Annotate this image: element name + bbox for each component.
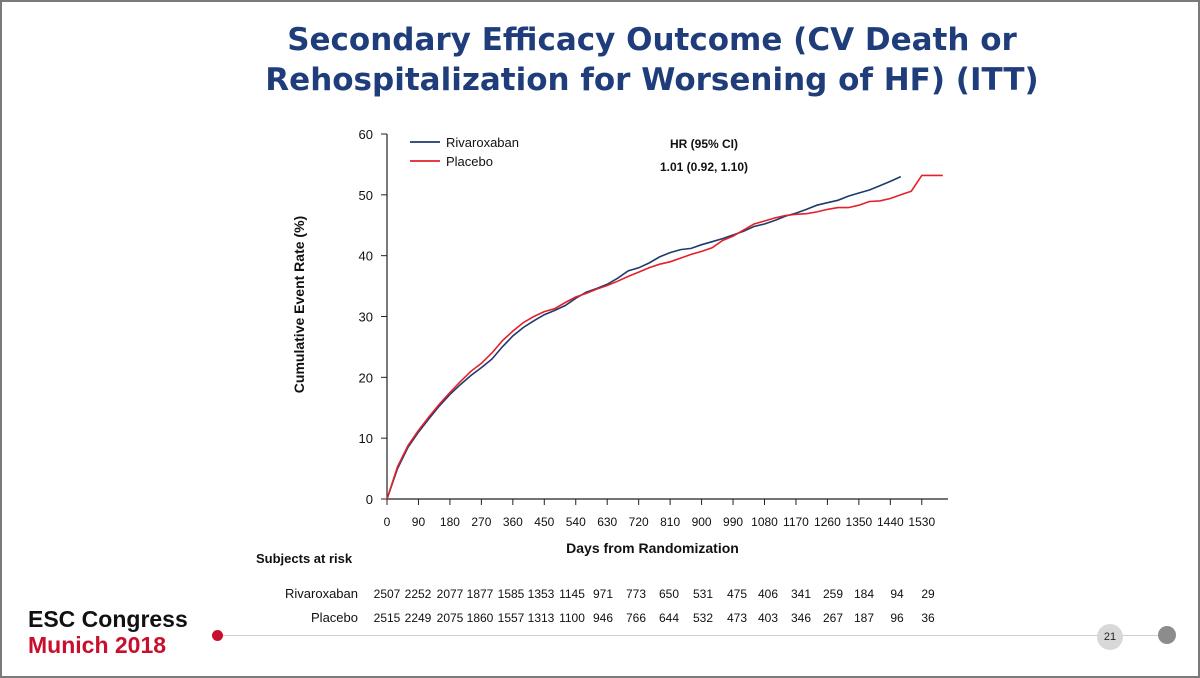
- at-risk-row-label: Rivaroxaban: [285, 586, 358, 601]
- at-risk-value: 473: [727, 611, 747, 625]
- at-risk-value: 403: [758, 611, 778, 625]
- at-risk-value: 187: [854, 611, 874, 625]
- page-number: 21: [1097, 624, 1123, 650]
- at-risk-value: 346: [791, 611, 811, 625]
- y-tick-label: 60: [359, 127, 373, 142]
- chart-ticks: 0 10 20 30 40 50 60 0 90 180 270 360 450 540 630 720 810…: [291, 127, 935, 556]
- at-risk-value: 2077: [437, 587, 464, 601]
- slide-title: Secondary Efficacy Outcome (CV Death or …: [162, 20, 1142, 100]
- chart-legend: Rivaroxaban Placebo: [410, 135, 519, 169]
- y-tick-label: 0: [366, 492, 373, 507]
- x-tick-label: 180: [440, 515, 460, 529]
- at-risk-value: 1585: [498, 587, 525, 601]
- at-risk-value: 532: [693, 611, 713, 625]
- x-tick-label: 1080: [751, 515, 778, 529]
- x-tick-label: 270: [471, 515, 491, 529]
- at-risk-value: 766: [626, 611, 646, 625]
- at-risk-value: 2507: [374, 587, 401, 601]
- x-tick-label: 630: [597, 515, 617, 529]
- at-risk-value: 946: [593, 611, 613, 625]
- y-axis-title: Cumulative Event Rate (%): [291, 216, 307, 393]
- at-risk-value: 36: [921, 611, 935, 625]
- at-risk-value: 2252: [405, 587, 432, 601]
- at-risk-value: 406: [758, 587, 778, 601]
- at-risk-value: 531: [693, 587, 713, 601]
- y-tick-label: 50: [359, 188, 373, 203]
- y-tick-label: 40: [359, 249, 373, 264]
- at-risk-value: 1313: [528, 611, 555, 625]
- x-tick-label: 1350: [846, 515, 873, 529]
- hr-label: HR (95% CI): [670, 137, 738, 151]
- at-risk-value: 341: [791, 587, 811, 601]
- at-risk-value: 96: [890, 611, 904, 625]
- at-risk-header: Subjects at risk: [256, 551, 353, 566]
- x-tick-label: 1170: [783, 515, 809, 529]
- y-tick-label: 10: [359, 431, 373, 446]
- x-tick-label: 1530: [908, 515, 935, 529]
- at-risk-value: 644: [659, 611, 679, 625]
- at-risk-value: 1353: [528, 587, 555, 601]
- chart-axes: [386, 134, 948, 500]
- at-risk-row-label: Placebo: [311, 610, 358, 625]
- y-tick-label: 20: [359, 370, 373, 385]
- slide-title-line2: Rehospitalization for Worsening of HF) (…: [265, 62, 1039, 98]
- x-tick-label: 810: [660, 515, 680, 529]
- at-risk-value: 259: [823, 587, 843, 601]
- at-risk-value: 475: [727, 587, 747, 601]
- at-risk-value: 650: [659, 587, 679, 601]
- x-tick-label: 360: [503, 515, 523, 529]
- esc-congress-logo: ESC Congress Munich 2018: [28, 606, 188, 658]
- at-risk-value: 971: [593, 587, 613, 601]
- at-risk-value: 184: [854, 587, 874, 601]
- y-tick-label: 30: [359, 310, 373, 325]
- footer-grey-dot: [1158, 626, 1176, 644]
- at-risk-value: 29: [921, 587, 935, 601]
- hr-annotation: HR (95% CI) 1.01 (0.92, 1.10): [660, 137, 748, 174]
- at-risk-value: 2075: [437, 611, 464, 625]
- at-risk-value: 267: [823, 611, 843, 625]
- x-tick-label: 1260: [814, 515, 841, 529]
- x-tick-label: 90: [412, 515, 426, 529]
- at-risk-value: 1145: [559, 587, 585, 601]
- x-axis-title: Days from Randomization: [566, 540, 739, 556]
- at-risk-value: 1557: [498, 611, 525, 625]
- logo-line1: ESC Congress: [28, 606, 188, 632]
- x-tick-label: 900: [692, 515, 712, 529]
- x-tick-label: 1440: [877, 515, 904, 529]
- at-risk-value: 1860: [467, 611, 494, 625]
- at-risk-value: 94: [890, 587, 904, 601]
- hr-value: 1.01 (0.92, 1.10): [660, 160, 748, 174]
- at-risk-table: Rivaroxaban 2507 2252 2077 1877 1585 1353 1145 9…: [285, 586, 935, 625]
- footer-rule: [218, 635, 1164, 636]
- slide-title-line1: Secondary Efficacy Outcome (CV Death or: [287, 22, 1017, 58]
- x-tick-label: 450: [534, 515, 554, 529]
- x-tick-label: 990: [723, 515, 743, 529]
- footer-red-dot: [212, 630, 223, 641]
- at-risk-value: 1100: [559, 611, 585, 625]
- series-line-placebo: [386, 174, 943, 500]
- x-tick-label: 0: [384, 515, 391, 529]
- at-risk-value: 2249: [405, 611, 432, 625]
- series-line-rivaroxaban: [386, 175, 902, 500]
- at-risk-value: 773: [626, 587, 646, 601]
- legend-label-placebo: Placebo: [446, 154, 493, 169]
- x-tick-label: 540: [566, 515, 586, 529]
- x-tick-label: 720: [629, 515, 649, 529]
- at-risk-value: 2515: [374, 611, 401, 625]
- legend-label-rivaroxaban: Rivaroxaban: [446, 135, 519, 150]
- at-risk-value: 1877: [467, 587, 494, 601]
- logo-line2: Munich 2018: [28, 632, 167, 658]
- chart-series: [386, 174, 943, 500]
